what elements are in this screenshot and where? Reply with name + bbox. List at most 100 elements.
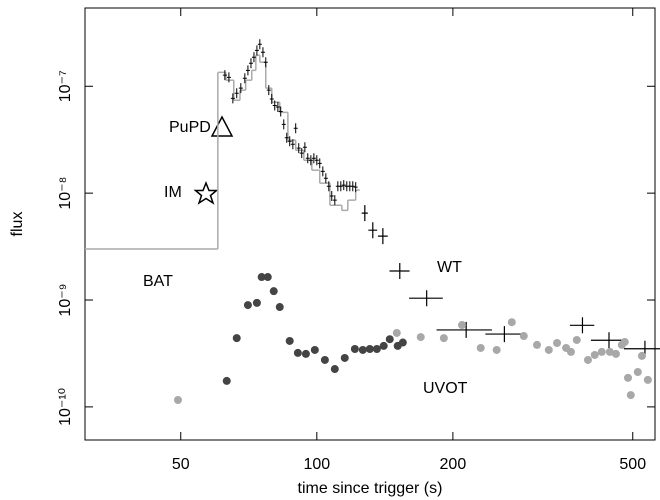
data-point (222, 376, 231, 385)
x-axis-label: time since trigger (s) (298, 480, 443, 497)
data-point (317, 158, 322, 169)
data-point (358, 345, 367, 354)
data-point (439, 334, 448, 343)
data-point (544, 345, 553, 354)
data-point (409, 290, 443, 307)
data-point (643, 375, 652, 384)
data-point (302, 142, 307, 153)
data-point (492, 345, 501, 354)
data-point (633, 368, 642, 377)
data-point (305, 153, 310, 164)
annotation: WT (437, 259, 462, 276)
data-point (290, 139, 295, 150)
data-point (590, 350, 599, 359)
data-point (311, 153, 316, 164)
data-point (285, 336, 294, 345)
annotation: IM (164, 184, 182, 201)
data-point (368, 222, 378, 239)
data-point (583, 355, 592, 364)
annotation: UVOT (423, 380, 468, 397)
data-point (350, 181, 355, 192)
data-point (260, 47, 265, 58)
data-point (299, 148, 304, 159)
data-point (251, 52, 256, 63)
data-point (222, 70, 227, 81)
data-point (263, 273, 272, 282)
y-tick-label: 10⁻⁸ (57, 177, 74, 210)
data-point (637, 351, 646, 360)
data-point (553, 339, 562, 348)
data-point (232, 334, 241, 343)
data-point (330, 365, 339, 374)
data-point (436, 321, 492, 338)
data-point (257, 273, 266, 282)
data-point (377, 228, 388, 245)
pupd-marker (210, 115, 234, 137)
data-point (234, 88, 239, 99)
data-point (269, 287, 278, 296)
data-point (326, 181, 331, 192)
data-point (287, 136, 292, 147)
data-point (266, 85, 271, 96)
data-point (314, 155, 319, 166)
data-point (320, 166, 325, 177)
data-point (626, 391, 635, 400)
data-point (566, 347, 575, 356)
data-point (272, 100, 277, 111)
data-point (323, 173, 328, 184)
data-point (281, 119, 286, 130)
data-point (173, 396, 182, 405)
data-point (623, 373, 632, 382)
data-point (476, 343, 485, 352)
data-point (248, 58, 253, 69)
data-point (230, 93, 235, 104)
data-point (308, 155, 313, 166)
data-point (310, 345, 319, 354)
data-point (257, 39, 262, 50)
data-point (361, 205, 368, 222)
data-point (245, 65, 250, 76)
annotation: BAT (143, 273, 173, 290)
data-point (238, 83, 243, 94)
data-point (457, 321, 466, 330)
data-point (572, 335, 581, 344)
data-point (485, 326, 522, 343)
y-tick-label: 10⁻¹⁰ (57, 388, 74, 426)
data-point (296, 143, 301, 154)
data-point (372, 345, 381, 354)
x-tick-label: 50 (172, 456, 190, 473)
data-point (242, 73, 247, 84)
data-point (293, 348, 302, 357)
data-point (416, 333, 425, 342)
data-point (605, 347, 614, 356)
x-tick-label: 100 (303, 456, 330, 473)
data-point (507, 318, 516, 327)
data-point (533, 340, 542, 349)
data-point (320, 355, 329, 364)
data-point (329, 191, 334, 202)
data-point (519, 332, 528, 341)
data-point (569, 317, 595, 334)
im-marker (193, 180, 219, 205)
y-axis-label: flux (9, 212, 26, 237)
data-point (590, 332, 626, 349)
data-point (340, 353, 349, 362)
data-point (597, 347, 606, 356)
data-point (379, 341, 388, 350)
plot-frame (84, 7, 656, 441)
data-point (389, 262, 410, 279)
data-point (226, 72, 231, 83)
data-point (275, 101, 280, 112)
data-point (341, 180, 346, 191)
data-point (392, 328, 401, 337)
data-point (293, 123, 298, 134)
data-point (620, 337, 629, 346)
data-point (611, 349, 620, 358)
data-point (278, 106, 283, 117)
data-point (385, 335, 394, 344)
data-point (284, 132, 289, 143)
data-point (252, 298, 261, 307)
data-point (365, 345, 374, 354)
